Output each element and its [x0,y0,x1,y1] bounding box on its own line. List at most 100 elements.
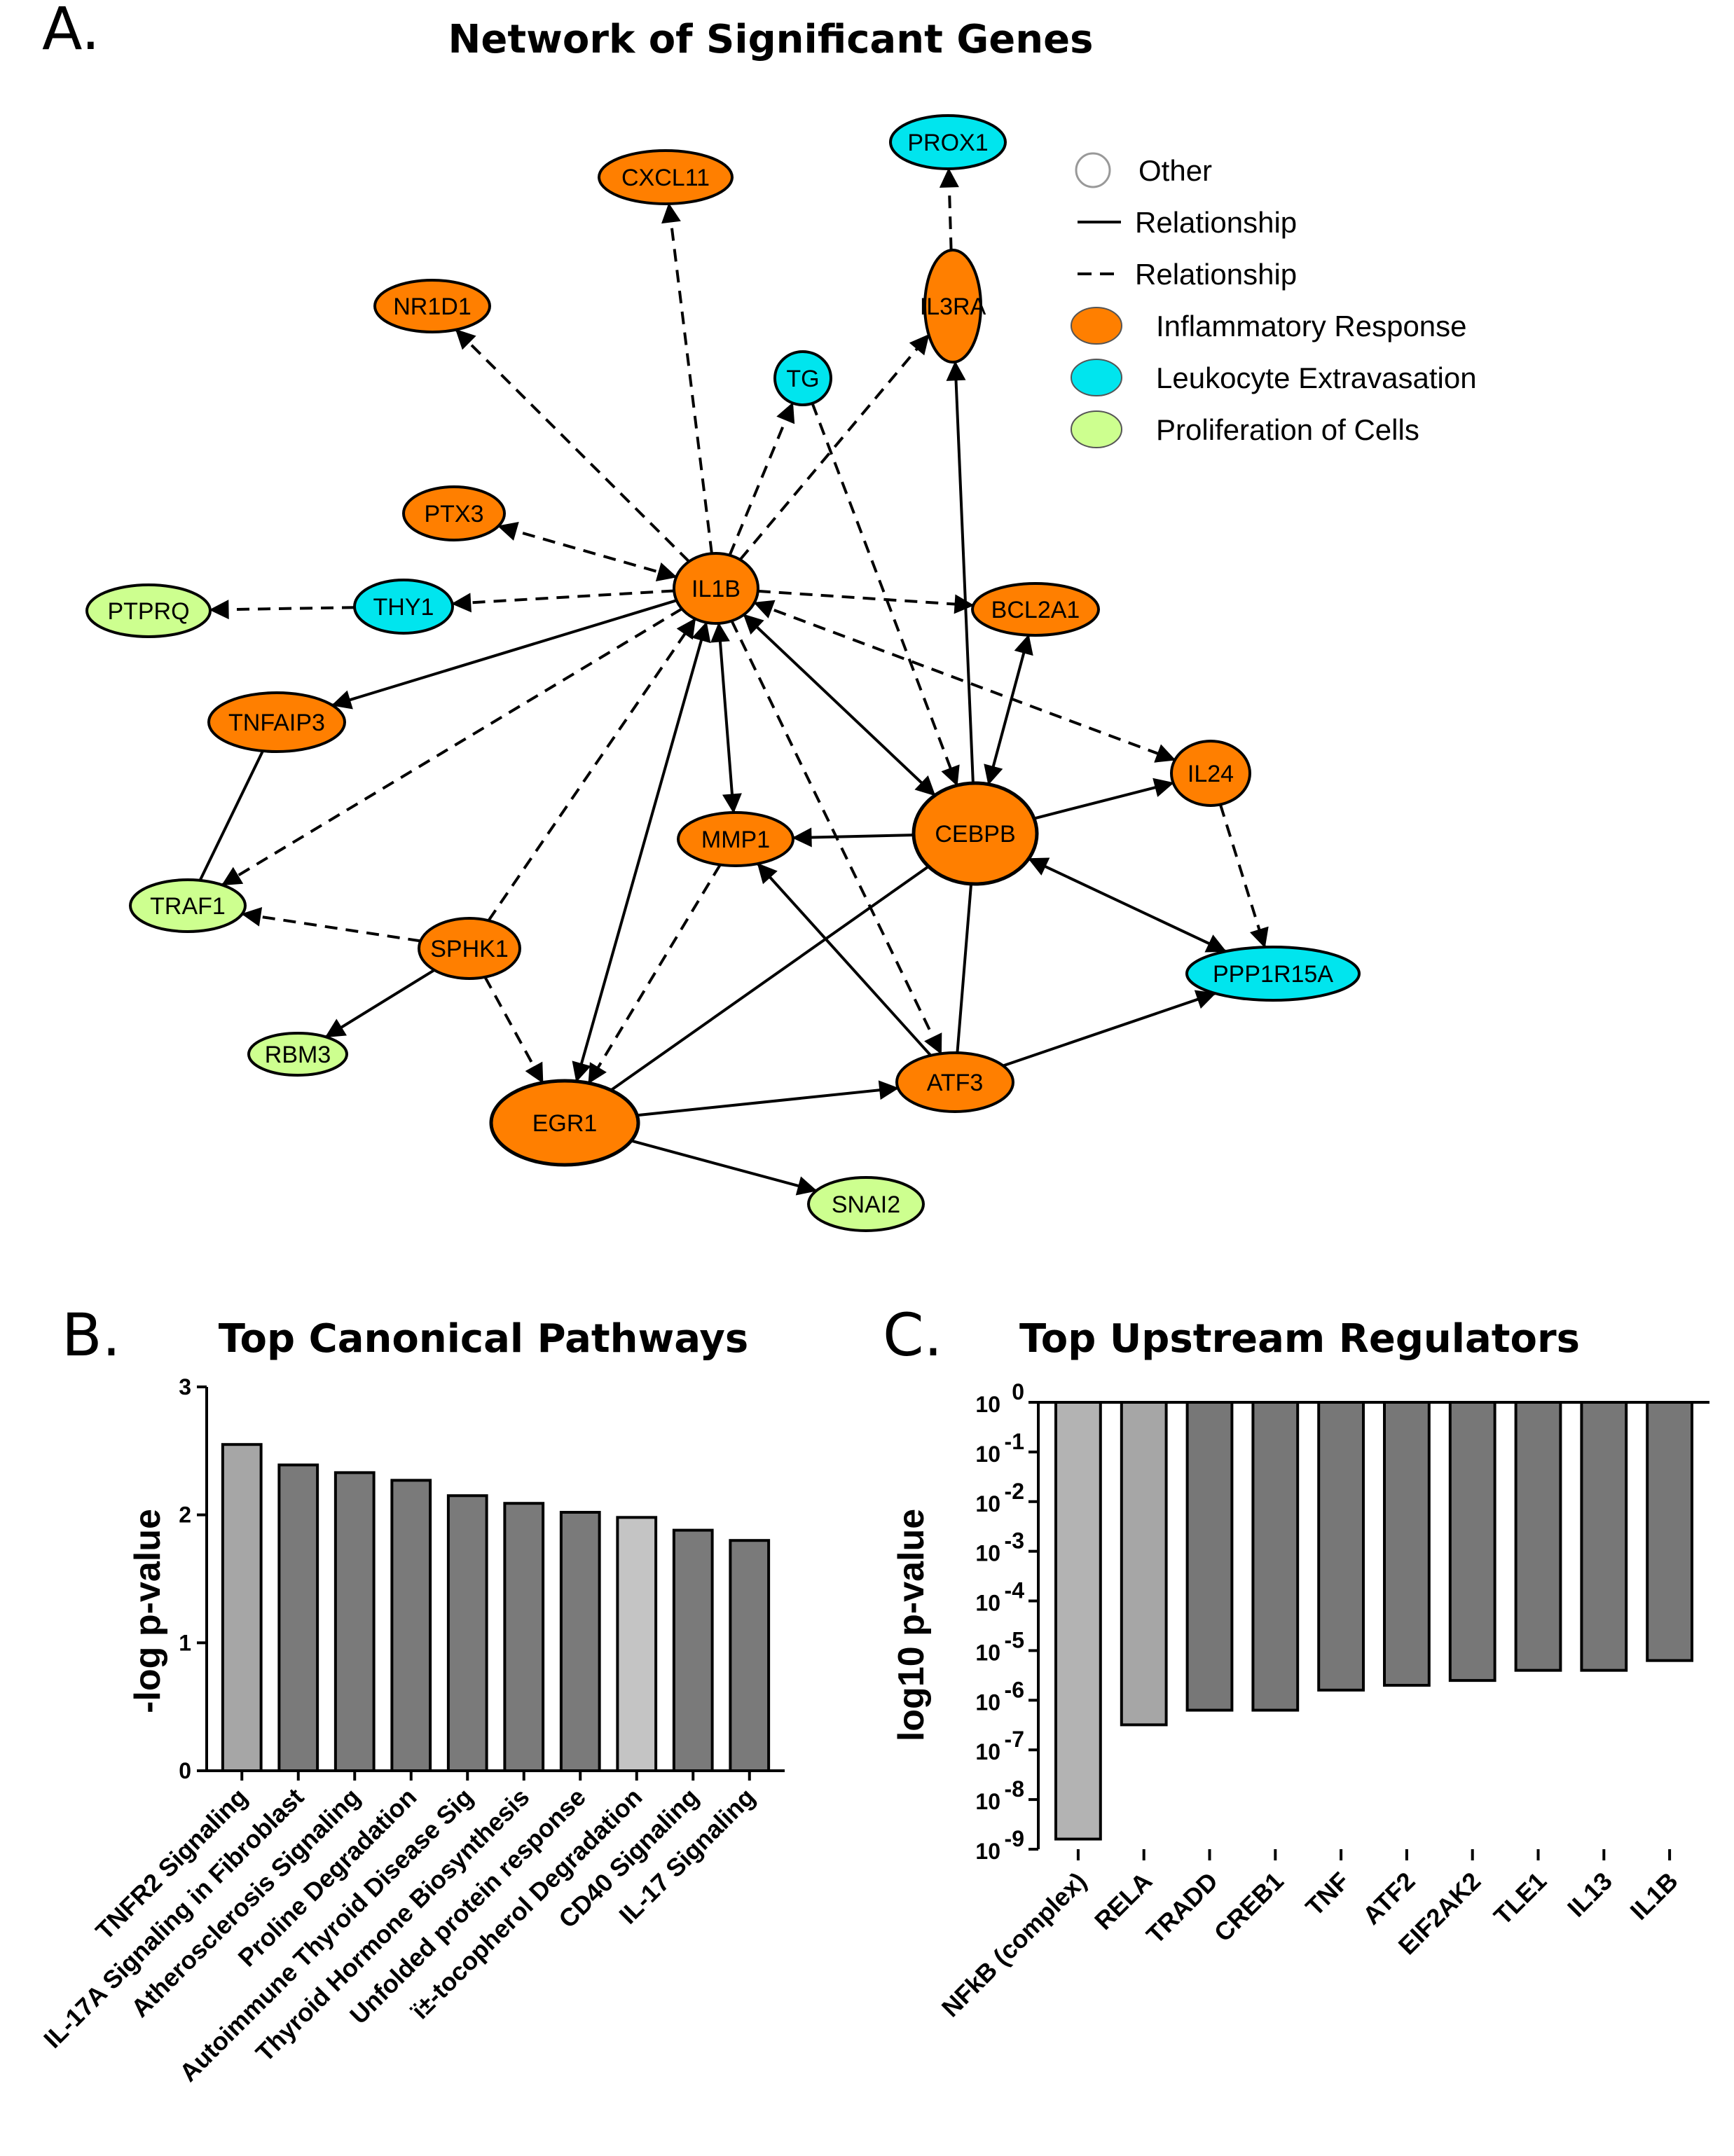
panel-c-ytick-label-2: 10 [975,1491,1000,1516]
edge-cebpb-il3ra [946,361,975,784]
panel-c-ylabel: log10 p-value [891,1509,932,1741]
node-tnfaip3[interactable]: TNFAIP3 [207,691,346,753]
node-label-traf1: TRAF1 [150,893,226,920]
edge-il24-ppp1r15a [1218,804,1269,948]
panel-c-ytick-exp-4: -4 [1005,1578,1025,1603]
panel-b-ytick-label-3: 3 [179,1374,191,1400]
node-mmp1[interactable]: MMP1 [677,811,794,867]
edge-sphk1-traf1 [241,906,421,943]
panel-c-bar-creb1 [1251,1401,1300,1712]
panel-b-ylabel: -log p-value [128,1509,168,1713]
panel-c-ytick-exp-7: -7 [1005,1727,1024,1752]
node-prox1[interactable]: PROX1 [889,114,1007,170]
legend-item-other: Other [1075,152,1212,188]
legend-swatch-inflammatory [1071,307,1122,345]
legend-swatch-proliferation [1071,410,1122,448]
node-egr1[interactable]: EGR1 [489,1079,640,1167]
node-shape-il1b [673,552,759,625]
edge-il1b-nr1d1 [455,329,690,563]
panel-c-bar-tnf [1317,1401,1365,1692]
node-il3ra[interactable]: IL3RA [920,249,986,364]
node-il1b[interactable]: IL1B [673,552,759,625]
legend-swatch-leukocyte [1071,359,1122,396]
node-label-il1b: IL1B [691,576,741,602]
node-ptprq[interactable]: PTPRQ [85,583,212,638]
panel-c-ytick-label-6: 10 [975,1689,1000,1715]
edge-tg-cebpb [811,403,960,787]
node-label-egr1: EGR1 [532,1110,598,1137]
node-cxcl11[interactable]: CXCL11 [598,149,734,205]
node-tg[interactable]: TG [773,350,832,406]
edge-il1b-tg [728,402,795,556]
panel-c-ytick-label-5: 10 [975,1640,1000,1665]
panel-b-bar-il-17a-signaling-in-fibroblast [277,1463,319,1773]
node-shape-bcl2a1 [971,582,1100,637]
edge-cebpb-il24 [1033,778,1174,820]
node-cebpb[interactable]: CEBPB [911,781,1039,886]
panel-c-ytick-label-4: 10 [975,1591,1000,1616]
node-label-tg: TG [786,366,819,392]
legend-item-inflammatory: Inflammatory Response [1071,307,1467,345]
node-atf3[interactable]: ATF3 [895,1051,1014,1113]
panel-b-bar-unfolded-protein-response [559,1511,601,1773]
edge-cebpb-atf3 [956,883,973,1053]
panel-c-bar-rela [1120,1401,1168,1727]
edge-il1b-tnfaip3 [331,599,677,710]
node-label-ptx3: PTX3 [424,501,483,527]
panel-c-bar-il1b [1646,1401,1693,1662]
legend-label-inflammatory: Inflammatory Response [1156,310,1467,343]
node-shape-ppp1r15a [1185,946,1361,1002]
node-label-nr1d1: NR1D1 [393,293,471,320]
node-shape-mmp1 [677,811,794,867]
node-label-il3ra: IL3RA [920,293,986,320]
panel-c-title: Top Upstream Regulators [1019,1316,1580,1362]
panel-c-ytick-exp-9: -9 [1005,1826,1024,1851]
legend-swatch-other [1075,152,1111,188]
panel-c-ytick-label-3: 10 [975,1541,1000,1566]
node-shape-rbm3 [247,1032,348,1077]
edge-thy1-ptprq [209,600,355,620]
panel-b-chart: B. Top Canonical Pathways -log p-value 0… [38,1301,785,2087]
node-thy1[interactable]: THY1 [353,579,454,635]
edge-il1b-il24 [753,600,1176,763]
panel-c-ytick-label-8: 10 [975,1789,1000,1814]
edge-egr1-snai2 [631,1139,818,1196]
node-label-atf3: ATF3 [927,1070,984,1096]
node-bcl2a1[interactable]: BCL2A1 [971,582,1100,637]
node-nr1d1[interactable]: NR1D1 [373,279,491,333]
node-label-snai2: SNAI2 [832,1191,900,1218]
panel-c-ytick-exp-2: -2 [1005,1479,1024,1504]
node-il24[interactable]: IL24 [1170,740,1251,807]
panel-b-title: Top Canonical Pathways [219,1316,748,1362]
panel-c-ytick-label-1: 10 [975,1442,1000,1467]
panel-b-ytick-label-0: 0 [179,1758,191,1783]
node-shape-tnfaip3 [207,691,346,753]
panel-b-bar-il-17-signaling [729,1539,771,1772]
panel-c-category-label-8: IL13 [1562,1867,1618,1923]
panel-c-ytick-label-7: 10 [975,1739,1000,1764]
panel-b-ytick-label-1: 1 [179,1630,191,1655]
edge-il1b-mmp1 [710,622,742,814]
panel-b-bar-thyroid-hormone-biosynthesis [503,1502,545,1772]
panel-c-category-label-4: TNF [1300,1867,1354,1921]
panel-c-ytick-exp-1: -1 [1005,1429,1024,1454]
edge-il1b-bcl2a1 [757,589,975,614]
node-snai2[interactable]: SNAI2 [807,1176,925,1232]
legend-label-leukocyte: Leukocyte Extravasation [1156,361,1477,394]
node-shape-tg [773,350,832,406]
node-rbm3[interactable]: RBM3 [247,1032,348,1077]
node-sphk1[interactable]: SPHK1 [418,917,521,980]
node-ppp1r15a[interactable]: PPP1R15A [1185,946,1361,1002]
node-ptx3[interactable]: PTX3 [402,485,506,541]
node-label-ppp1r15a: PPP1R15A [1213,961,1333,988]
node-label-thy1: THY1 [373,594,434,621]
edge-cebpb-bcl2a1 [984,634,1033,786]
edge-atf3-mmp1 [757,862,932,1057]
node-label-cxcl11: CXCL11 [621,165,710,191]
node-traf1[interactable]: TRAF1 [129,878,247,933]
legend-label-proliferation: Proliferation of Cells [1156,413,1419,446]
panel-b-bar-cd40-signaling [672,1528,714,1772]
node-shape-egr1 [489,1079,640,1167]
